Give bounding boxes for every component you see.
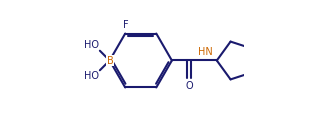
Text: B: B [107, 56, 113, 65]
Text: HO: HO [84, 40, 99, 50]
Text: HO: HO [84, 71, 99, 81]
Text: F: F [123, 20, 129, 30]
Text: HN: HN [198, 47, 213, 57]
Text: O: O [185, 81, 193, 91]
